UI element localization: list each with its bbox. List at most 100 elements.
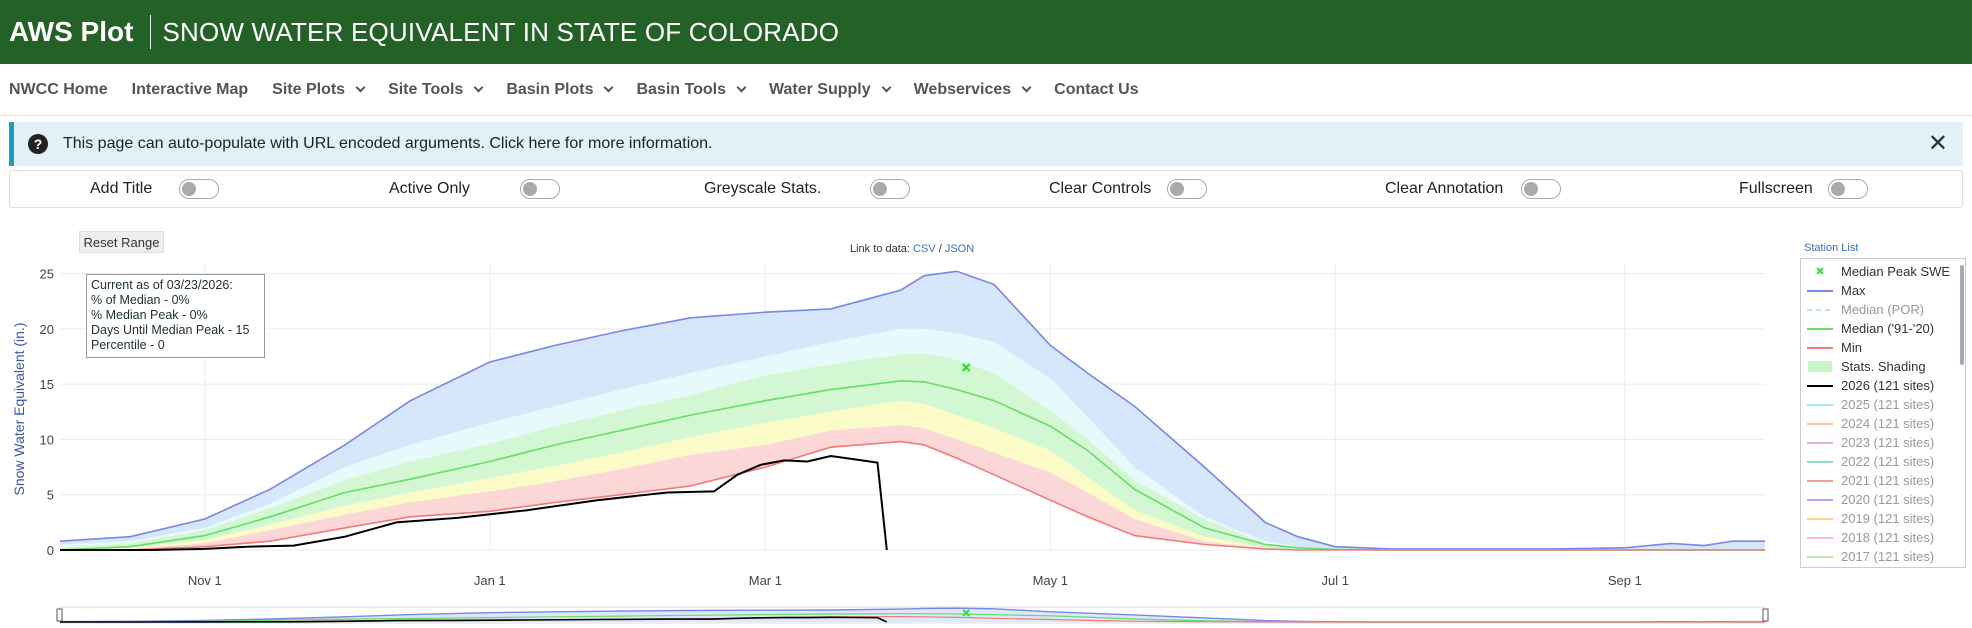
legend-item[interactable]: 2026 (121 sites) <box>1801 376 1965 395</box>
legend-item[interactable]: 2022 (121 sites) <box>1801 452 1965 471</box>
legend-label: 2022 (121 sites) <box>1841 454 1935 469</box>
toggle-switch[interactable] <box>520 179 560 199</box>
info-text[interactable]: This page can auto-populate with URL enc… <box>63 135 713 152</box>
legend-label: 2026 (121 sites) <box>1841 378 1935 393</box>
status-line: % Median Peak - 0% <box>91 308 208 322</box>
x-tick-label: Mar 1 <box>749 573 782 588</box>
band-max-90 <box>60 271 1765 550</box>
status-line: Current as of 03/23/2026: <box>91 278 233 292</box>
chevron-down-icon <box>736 82 747 93</box>
nav-item-contact-us[interactable]: Contact Us <box>1054 81 1138 99</box>
control-greyscale-stats: Greyscale Stats. <box>704 171 910 207</box>
y-tick-label: 5 <box>47 488 54 503</box>
question-circle-icon: ? <box>28 134 48 154</box>
legend-swatch-line <box>1807 517 1833 520</box>
nav-item-nwcc-home[interactable]: NWCC Home <box>9 81 108 99</box>
status-line: Percentile - 0 <box>91 338 165 352</box>
legend-item[interactable]: Min <box>1801 338 1965 357</box>
nav-item-water-supply[interactable]: Water Supply <box>768 80 892 99</box>
legend-swatch-line <box>1807 498 1833 501</box>
legend-swatch <box>1807 454 1833 470</box>
station-list-link[interactable]: Station List <box>1804 242 1859 254</box>
nav-item-label: Contact Us <box>1054 80 1139 98</box>
nav-item-basin-tools[interactable]: Basin Tools <box>636 81 747 99</box>
control-label: Fullscreen <box>1739 180 1813 197</box>
legend-swatch-line <box>1807 308 1833 311</box>
legend-item[interactable]: ✖ Median Peak SWE <box>1801 262 1965 281</box>
swe-chart[interactable]: 0 5 10 15 20 25 Nov 1 Jan 1 Mar 1 May 1 Jul 1 Sep 1… <box>0 212 1972 628</box>
toggle-knob <box>523 182 537 196</box>
legend-item[interactable]: 2020 (121 sites) <box>1801 490 1965 509</box>
nav-item-basin-plots[interactable]: Basin Plots <box>506 81 614 99</box>
toggle-switch[interactable] <box>870 179 910 199</box>
legend-scrollbar[interactable] <box>1960 265 1964 365</box>
nav-item-label: Water Supply <box>768 80 871 98</box>
legend-label: Max <box>1841 283 1866 298</box>
json-link[interactable]: JSON <box>944 243 975 255</box>
toggle-knob <box>1170 182 1184 196</box>
legend-label: 2021 (121 sites) <box>1841 473 1935 488</box>
legend-swatch-line <box>1807 555 1833 558</box>
legend-item[interactable]: 2017 (121 sites) <box>1801 547 1965 566</box>
nav-item-site-plots[interactable]: Site Plots <box>272 81 366 99</box>
nav-item-site-tools[interactable]: Site Tools <box>388 81 484 99</box>
legend-swatch-fill <box>1808 361 1832 372</box>
legend-swatch-line <box>1807 346 1833 349</box>
legend-item[interactable]: Median ('91-'20) <box>1801 319 1965 338</box>
y-tick-label: 10 <box>40 432 54 447</box>
legend-item[interactable]: 2024 (121 sites) <box>1801 414 1965 433</box>
status-line: Days Until Median Peak - 15 <box>91 323 250 337</box>
legend-label: Min <box>1841 340 1862 355</box>
legend-swatch-line <box>1807 536 1833 539</box>
legend-swatch <box>1807 549 1833 565</box>
toggle-switch[interactable] <box>1521 179 1561 199</box>
legend-swatch-line <box>1807 403 1833 406</box>
nav-item-webservices[interactable]: Webservices <box>914 81 1032 99</box>
legend-swatch <box>1807 340 1833 356</box>
band-70-30 <box>60 353 1765 550</box>
legend-item[interactable]: Median (POR) <box>1801 300 1965 319</box>
chevron-down-icon <box>881 82 892 93</box>
control-clear-controls: Clear Controls <box>1049 171 1207 207</box>
legend-swatch <box>1807 435 1833 451</box>
control-label: Greyscale Stats. <box>704 180 822 197</box>
range-handle-left[interactable] <box>56 608 63 622</box>
legend-item[interactable]: 2018 (121 sites) <box>1801 528 1965 547</box>
x-tick-label: Sep 1 <box>1608 573 1642 588</box>
reset-range-button[interactable]: Reset Range <box>79 231 164 253</box>
legend-label: 2020 (121 sites) <box>1841 492 1935 507</box>
legend-item[interactable]: 2023 (121 sites) <box>1801 433 1965 452</box>
toggle-switch[interactable] <box>1167 179 1207 199</box>
legend-label: 2023 (121 sites) <box>1841 435 1935 450</box>
chevron-down-icon <box>604 82 614 93</box>
legend-label: 2019 (121 sites) <box>1841 511 1935 526</box>
legend-swatch <box>1807 473 1833 489</box>
legend-label: Stats. Shading <box>1841 359 1926 374</box>
toggle-switch[interactable] <box>1828 179 1868 199</box>
toggle-switch[interactable] <box>179 179 219 199</box>
brand-title[interactable]: AWS Plot <box>9 16 134 47</box>
legend-swatch <box>1807 321 1833 337</box>
legend-swatch: ✖ <box>1815 266 1825 278</box>
legend-item[interactable]: 2021 (121 sites) <box>1801 471 1965 490</box>
legend-item[interactable]: Stats. Shading <box>1801 357 1965 376</box>
info-banner[interactable]: ? This page can auto-populate with URL e… <box>9 122 1963 166</box>
range-handle-right[interactable] <box>1762 608 1769 622</box>
control-label: Add Title <box>90 180 153 197</box>
legend-swatch <box>1807 511 1833 527</box>
close-icon[interactable]: ✕ <box>1927 130 1948 157</box>
legend-item[interactable]: 2025 (121 sites) <box>1801 395 1965 414</box>
control-active-only: Active Only <box>389 171 560 207</box>
nav-item-interactive-map[interactable]: Interactive Map <box>132 81 248 99</box>
y-tick-label: 0 <box>47 543 54 558</box>
csv-link[interactable]: CSV <box>913 243 936 255</box>
legend-item[interactable]: Max <box>1801 281 1965 300</box>
legend-item[interactable]: 2019 (121 sites) <box>1801 509 1965 528</box>
legend-swatch <box>1807 492 1833 508</box>
top-header: AWS Plot SNOW WATER EQUIVALENT IN STATE … <box>0 0 1972 64</box>
legend-swatch-line <box>1807 422 1833 425</box>
y-axis-title: Snow Water Equivalent (in.) <box>11 323 27 496</box>
chevron-down-icon <box>1021 82 1032 93</box>
status-line: % of Median - 0% <box>91 293 190 307</box>
nav-item-label: Interactive Map <box>131 80 249 98</box>
